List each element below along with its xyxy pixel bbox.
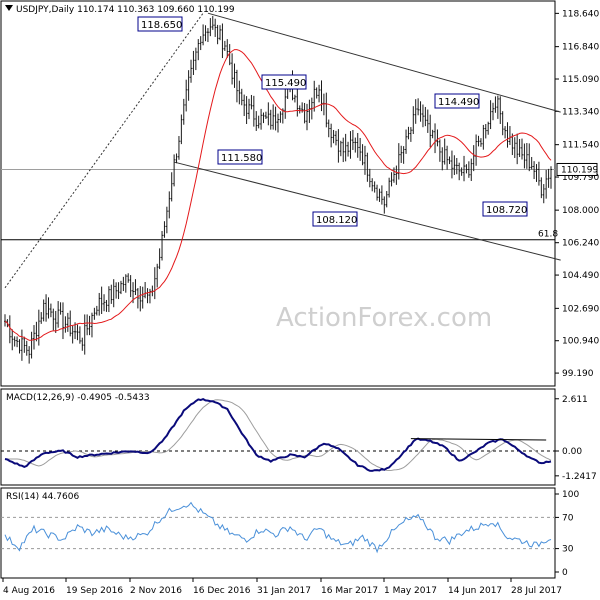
macd-header: MACD(12,26,9) -0.4905 -0.5433 <box>6 393 150 403</box>
macd-tick-label: -1.2417 <box>562 472 597 482</box>
trendline-dotted-uptrend <box>4 12 204 289</box>
x-tick-label: 4 Aug 2016 <box>3 586 55 596</box>
x-tick-label: 14 Jun 2017 <box>448 586 502 596</box>
x-tick-label: 1 May 2017 <box>384 586 437 596</box>
annotation-box <box>482 201 528 217</box>
rsi-tick-label: 0 <box>562 568 568 578</box>
x-axis: 4 Aug 2016 19 Sep 2016 2 Nov 2016 16 Dec 20… <box>2 578 562 596</box>
fib-61.8-label: 61.8 <box>538 230 558 240</box>
x-tick-label: 19 Sep 2016 <box>66 586 123 596</box>
annotation-box <box>312 211 358 227</box>
macd-panel-frame <box>0 388 556 486</box>
annotation-box <box>261 74 307 90</box>
rsi-panel-frame <box>0 487 556 579</box>
rsi-tick-label: 70 <box>562 513 574 523</box>
moving-average-line <box>4 49 552 341</box>
current-price-label: 110.199 <box>561 165 598 175</box>
macd-tick-label: 0.00 <box>562 447 582 457</box>
current-price-box-bg <box>556 162 598 176</box>
macd-line <box>4 398 552 472</box>
x-tick-label: 28 Jul 2017 <box>511 586 562 596</box>
price-tick-label: 118.640 <box>562 9 599 19</box>
rsi-tick-label: 30 <box>562 545 574 555</box>
price-tick-label: 115.090 <box>562 75 599 85</box>
price-tick-label: 111.540 <box>562 141 599 151</box>
rsi-line <box>4 501 552 554</box>
annotation-label: 111.580 <box>221 153 262 164</box>
price-tick-label: 108.000 <box>562 206 599 216</box>
annotation-label: 118.650 <box>141 20 182 31</box>
macd-tick-label: 2.611 <box>562 395 588 405</box>
price-tick-label: 104.490 <box>562 271 599 281</box>
macd-divergence-line <box>410 438 547 441</box>
price-axis: 99.190 100.940 102.690 104.490 106.240 108.00… <box>555 9 599 379</box>
macd-axis: 2.611 0.00 -1.2417 <box>555 395 597 482</box>
annotation-label: 114.490 <box>438 97 479 108</box>
price-panel-frame <box>0 0 556 387</box>
price-tick-label: 106.240 <box>562 239 599 249</box>
annotation-box <box>217 149 263 165</box>
annotation-box <box>434 93 480 109</box>
price-tick-label: 100.940 <box>562 337 599 347</box>
price-tick-label: 116.840 <box>562 43 599 53</box>
price-bars <box>4 15 552 364</box>
x-tick-label: 2 Nov 2016 <box>130 586 182 596</box>
trendline-lower-channel <box>173 161 561 261</box>
rsi-header: RSI(14) 44.7606 <box>6 492 79 502</box>
trendline-upper-channel <box>207 12 561 113</box>
price-tick-label: 102.690 <box>562 304 599 314</box>
x-tick-label: 16 Mar 2017 <box>321 586 378 596</box>
rsi-tick-label: 100 <box>562 490 579 500</box>
price-tick-label: 99.190 <box>562 369 594 379</box>
annotation-box <box>137 16 183 32</box>
trendlines <box>4 12 561 289</box>
price-header: USDJPY,Daily 110.174 110.363 109.660 110… <box>16 5 235 15</box>
price-header-arrow <box>5 5 13 11</box>
x-tick-label: 31 Jan 2017 <box>257 586 311 596</box>
price-annotations: 118.650 115.490 111.580 108.120 114.490 108.7… <box>137 16 528 227</box>
annotation-label: 108.720 <box>486 205 527 216</box>
annotation-label: 108.120 <box>316 215 357 226</box>
current-price-box: 110.199 <box>556 162 598 176</box>
price-tick-label: 113.340 <box>562 107 599 117</box>
annotation-label: 115.490 <box>265 78 306 89</box>
price-tick-label: 109.790 <box>562 173 599 183</box>
x-tick-label: 16 Dec 2016 <box>193 586 251 596</box>
rsi-axis: 100 70 30 0 <box>1 490 579 578</box>
watermark: ActionForex.com <box>276 303 492 333</box>
